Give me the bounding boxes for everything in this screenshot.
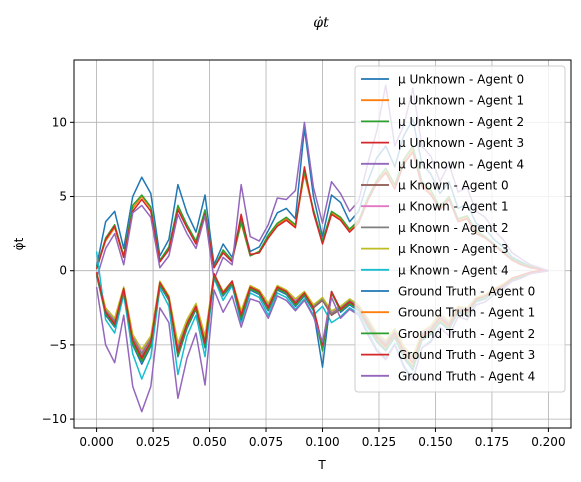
legend-entry: μ Known - Agent 3 [398, 242, 509, 256]
y-tick-label: −5 [49, 338, 67, 352]
x-tick-label: 0.100 [305, 435, 339, 449]
legend-entry: μ Unknown - Agent 1 [398, 94, 524, 108]
legend-entry: μ Unknown - Agent 0 [398, 73, 524, 87]
y-tick-label: −10 [42, 412, 67, 426]
legend: μ Unknown - Agent 0 μ Unknown - Agent 1 μ … [354, 65, 566, 393]
legend-entry: μ Known - Agent 4 [398, 263, 509, 277]
y-axis-label: φ̇t [12, 237, 26, 250]
x-axis-label: T [317, 458, 326, 472]
x-tick-label: 0.025 [136, 435, 170, 449]
x-tick-label: 0.175 [475, 435, 509, 449]
legend-entry: μ Known - Agent 1 [398, 200, 509, 214]
x-tick-label: 0.050 [192, 435, 226, 449]
x-tick-label: 0.150 [418, 435, 452, 449]
x-tick-label: 0.000 [79, 435, 113, 449]
x-tick-label: 0.200 [531, 435, 565, 449]
legend-entry: Ground Truth - Agent 2 [398, 327, 535, 341]
legend-entry: μ Unknown - Agent 3 [398, 136, 524, 150]
y-tick-label: 5 [59, 190, 67, 204]
legend-frame [354, 65, 566, 393]
chart-title: φ̇t [313, 15, 329, 31]
legend-entry: μ Known - Agent 0 [398, 179, 509, 193]
legend-entry: Ground Truth - Agent 0 [398, 285, 535, 299]
legend-entry: Ground Truth - Agent 4 [398, 369, 535, 383]
y-tick-label: 0 [59, 264, 67, 278]
legend-entry: Ground Truth - Agent 3 [398, 348, 535, 362]
x-tick-label: 0.125 [362, 435, 396, 449]
legend-entry: Ground Truth - Agent 1 [398, 306, 535, 320]
x-tick-label: 0.075 [249, 435, 283, 449]
tick-layer: 0.000 0.025 0.050 0.075 0.100 0.125 0.150 0.175… [42, 115, 566, 449]
legend-entry: μ Unknown - Agent 4 [398, 157, 524, 171]
legend-entry: μ Known - Agent 2 [398, 221, 509, 235]
y-tick-label: 10 [52, 115, 67, 129]
legend-entry: μ Unknown - Agent 2 [398, 115, 524, 129]
